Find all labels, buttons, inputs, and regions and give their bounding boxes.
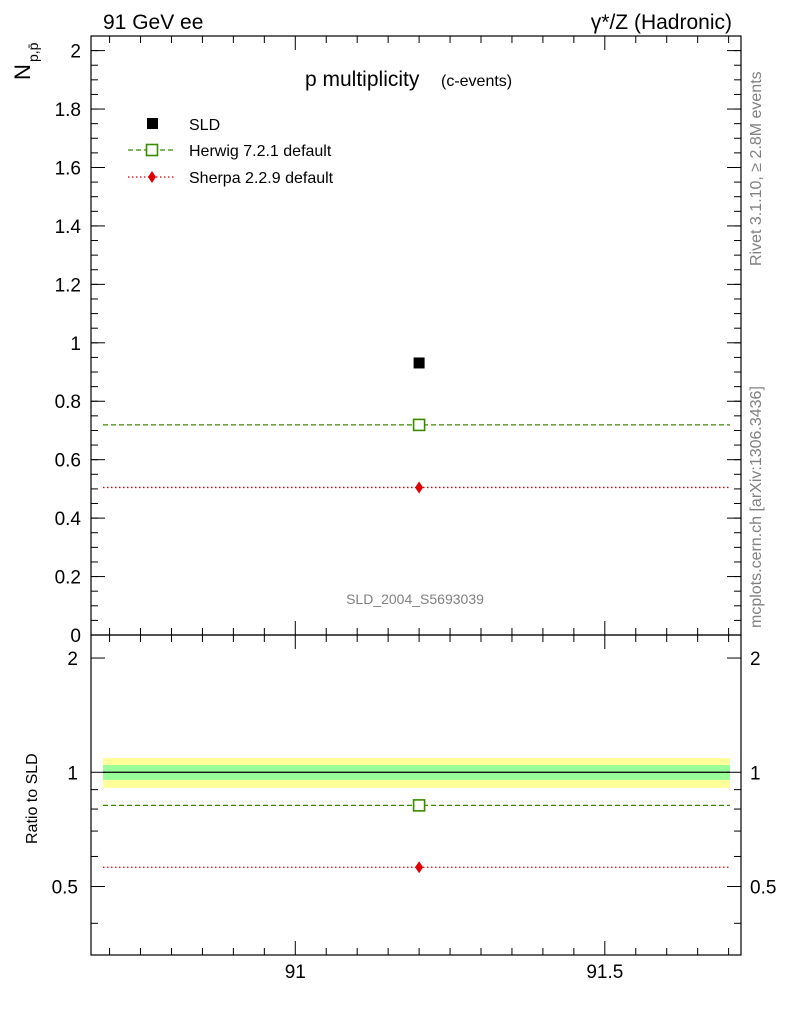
main-point-herwig [412,418,426,432]
legend: SLD Herwig 7.2.1 default Sherpa 2.2.9 de… [128,117,334,187]
header-left: 91 GeV ee [103,11,203,34]
main-point-sherpa [415,481,424,494]
ratio-y-tick-label-right: 2 [750,649,761,670]
y-tick-label: 2 [70,42,81,63]
x-tick-label: 91.5 [586,962,623,983]
ratio-y-tick-label: 0.5 [52,878,78,899]
legend-marker-sld [147,118,158,129]
rivet-label: Rivet 3.1.10, ≥ 2.8M events [748,71,765,266]
ratio-plot-frame [90,634,742,956]
y-tick-label: 1.6 [55,158,81,179]
y-tick-label: 0.6 [55,451,81,472]
ratio-y-tick-label: 2 [67,649,78,670]
legend-label-sherpa: Sherpa 2.2.9 default [189,170,334,187]
ratio-point-sherpa [415,861,424,874]
legend-label-herwig: Herwig 7.2.1 default [189,143,332,160]
y-axis-title: N p,p̄ [10,42,41,80]
ratio-y-tick-label-right: 0.5 [750,878,776,899]
header-right: γ*/Z (Hadronic) [591,11,732,34]
plot-subtitle: (c-events) [441,73,512,90]
main-point-sld [413,357,425,369]
y-tick-label: 1.4 [55,217,82,238]
y-tick-label: 0.2 [55,568,81,589]
ratio-y-tick-label-right: 1 [750,763,761,784]
y-tick-label: 1.2 [55,275,81,296]
y-tick-label: 0.4 [55,509,82,530]
ratio-axis-title: Ratio to SLD [24,753,41,844]
ratio-point-herwig [412,799,426,812]
legend-label-sld: SLD [189,117,220,134]
y-axis-title-main: N [10,64,35,80]
legend-marker-sherpa [148,171,156,183]
analysis-watermark: SLD_2004_S5693039 [346,591,484,607]
y-tick-label: 0.8 [55,392,81,413]
legend-marker-herwig [145,143,159,157]
mcplots-label: mcplots.cern.ch [arXiv:1306.3436] [748,386,765,628]
y-axis-title-sub: p,p̄ [25,42,41,62]
plot-title: p multiplicity [305,68,420,91]
y-tick-label: 0 [70,626,81,647]
x-tick-label: 91 [285,962,306,983]
y-tick-label: 1 [70,334,81,355]
y-tick-label: 1.8 [55,100,81,121]
ratio-y-tick-label: 1 [67,763,78,784]
